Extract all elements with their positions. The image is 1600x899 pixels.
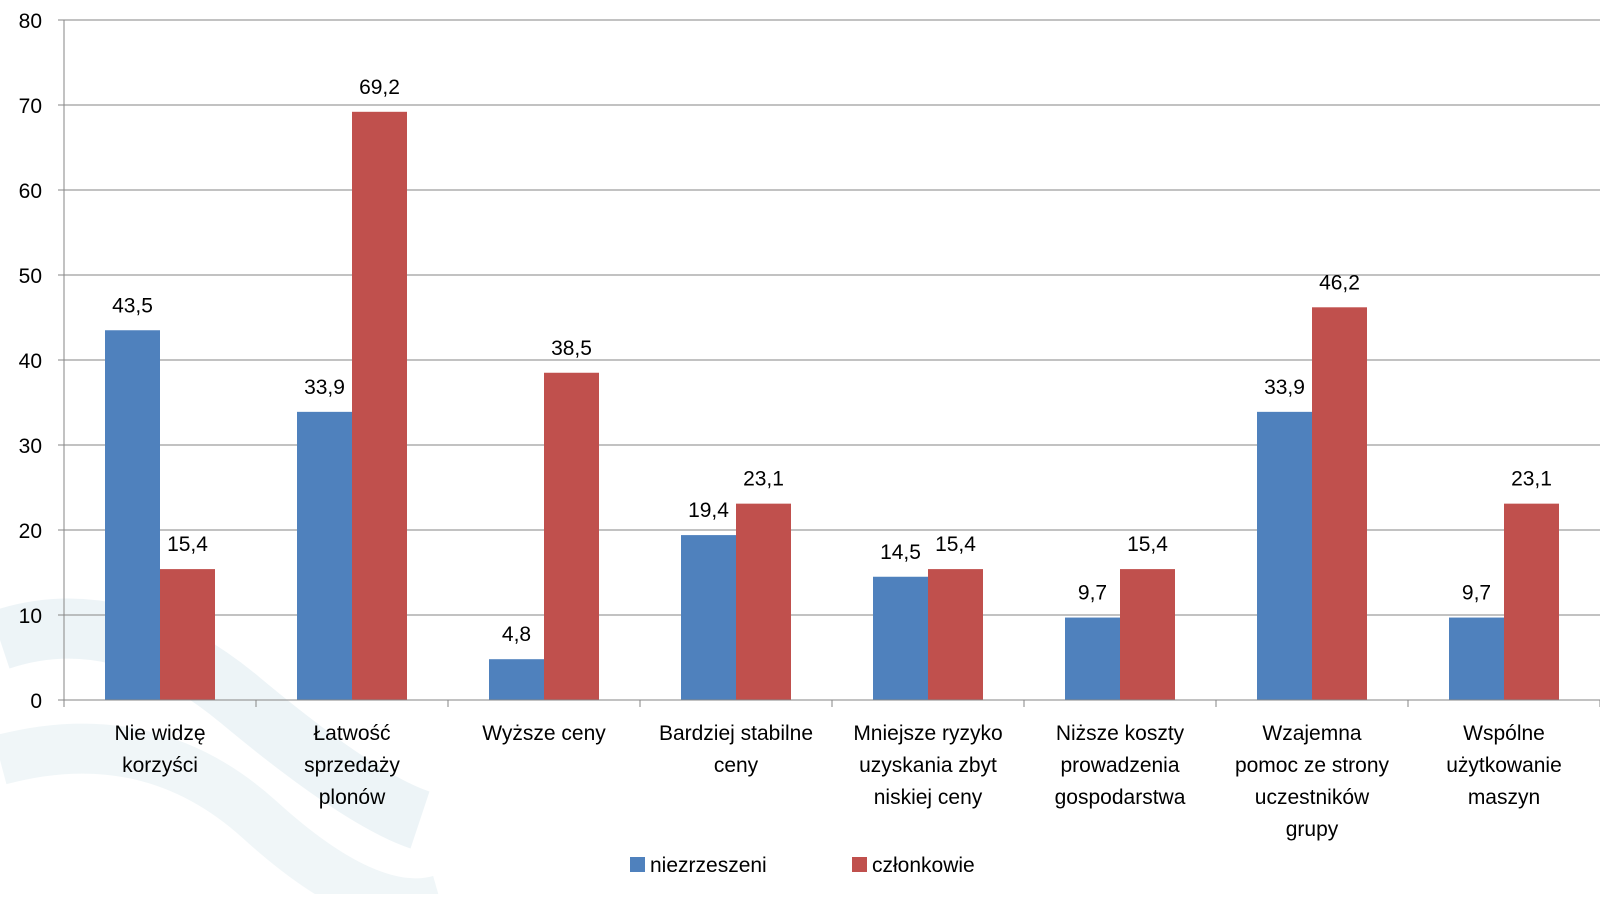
category-label-line: grupy xyxy=(1286,818,1339,841)
y-tick-label: 80 xyxy=(19,10,42,33)
data-label: 38,5 xyxy=(551,337,592,360)
y-tick-label: 50 xyxy=(19,265,42,288)
category-label: Wyższe ceny xyxy=(482,722,606,745)
category-label-line: korzyści xyxy=(122,754,198,777)
y-tick-label: 60 xyxy=(19,180,42,203)
data-label: 69,2 xyxy=(359,76,400,99)
category-label-line: Nie widzę xyxy=(114,722,205,745)
data-label: 43,5 xyxy=(112,294,153,317)
category-label-line: sprzedaży xyxy=(304,754,400,777)
category-label-line: Bardziej stabilne xyxy=(659,722,813,745)
y-tick-label: 70 xyxy=(19,95,42,118)
category-label-line: prowadzenia xyxy=(1060,754,1179,777)
bar-niezrzeszeni xyxy=(105,330,160,700)
gridlines xyxy=(58,19,1600,701)
bar-niezrzeszeni xyxy=(489,659,544,700)
data-label: 15,4 xyxy=(1127,533,1168,556)
bar-niezrzeszeni xyxy=(873,576,928,700)
bar-niezrzeszeni xyxy=(681,535,736,700)
bar-niezrzeszeni xyxy=(297,411,352,700)
category-label-line: uzyskania zbyt xyxy=(859,754,997,777)
data-label: 23,1 xyxy=(1511,468,1552,491)
watermark-stroke xyxy=(0,723,440,899)
category-label-line: Wspólne xyxy=(1463,722,1545,745)
category-label-line: Niższe koszty xyxy=(1056,722,1185,745)
legend-label: niezrzeszeni xyxy=(650,854,767,877)
y-tick-label: 20 xyxy=(19,520,42,543)
category-label: Bardziej stabilne ceny xyxy=(659,722,813,777)
axes xyxy=(63,20,1600,707)
y-axis-tick-labels: 0 10 20 30 40 50 60 70 80 xyxy=(19,10,42,713)
category-label-line: maszyn xyxy=(1468,786,1540,809)
y-tick-label: 10 xyxy=(19,605,42,628)
y-tick-label: 30 xyxy=(19,435,42,458)
y-tick-label: 40 xyxy=(19,350,42,373)
bar-członkowie xyxy=(1504,503,1559,700)
x-axis-category-labels: Nie widzę korzyści Łatwość sprzedaży plonów W… xyxy=(114,722,1561,841)
bar-członkowie xyxy=(736,503,791,700)
data-label: 14,5 xyxy=(880,541,921,564)
legend-swatch-niezrzeszeni xyxy=(630,857,645,872)
category-label-line: uczestników xyxy=(1255,786,1370,809)
category-label-line: Wzajemna xyxy=(1262,722,1362,745)
bars: 43,5 33,9 4,8 19,4 14,5 9,7 33,9 9,7 15,4 69,2 38,… xyxy=(105,76,1559,701)
data-label: 46,2 xyxy=(1319,271,1360,294)
data-label: 19,4 xyxy=(688,499,729,522)
category-label-line: gospodarstwa xyxy=(1055,786,1186,809)
data-label: 9,7 xyxy=(1078,582,1107,605)
bar-członkowie xyxy=(1312,307,1367,700)
bar-niezrzeszeni xyxy=(1065,617,1120,700)
category-label-line: ceny xyxy=(714,754,759,777)
category-label: Łatwość sprzedaży plonów xyxy=(304,722,400,809)
data-label: 33,9 xyxy=(304,376,345,399)
category-label-line: niskiej ceny xyxy=(874,786,983,809)
category-label-line: Łatwość xyxy=(313,722,390,745)
category-label-line: użytkowanie xyxy=(1446,754,1562,777)
data-label: 33,9 xyxy=(1264,376,1305,399)
category-label: Wspólne użytkowanie maszyn xyxy=(1446,722,1562,809)
bar-niezrzeszeni xyxy=(1449,617,1504,700)
legend: niezrzeszeni członkowie xyxy=(630,854,975,877)
bar-członkowie xyxy=(160,569,215,700)
bar-członkowie xyxy=(544,372,599,700)
category-label-line: pomoc ze strony xyxy=(1235,754,1390,777)
data-label: 15,4 xyxy=(935,533,976,556)
data-label: 23,1 xyxy=(743,468,784,491)
category-label: Mniejsze ryzyko uzyskania zbyt niskiej cen… xyxy=(853,722,1002,809)
category-label: Nie widzę korzyści xyxy=(114,722,205,777)
y-tick-label: 0 xyxy=(30,690,42,713)
data-label: 4,8 xyxy=(502,623,531,646)
data-label: 9,7 xyxy=(1462,582,1491,605)
category-label-line: Wyższe ceny xyxy=(482,722,606,745)
legend-swatch-członkowie xyxy=(852,857,867,872)
category-label-line: plonów xyxy=(319,786,386,809)
bar-niezrzeszeni xyxy=(1257,411,1312,700)
category-label-line: Mniejsze ryzyko xyxy=(853,722,1002,745)
legend-label: członkowie xyxy=(872,854,975,877)
bar-członkowie xyxy=(1120,569,1175,700)
category-label: Wzajemna pomoc ze strony uczestników grupy xyxy=(1235,722,1390,841)
bar-członkowie xyxy=(928,569,983,700)
data-label: 15,4 xyxy=(167,533,208,556)
bar-członkowie xyxy=(352,111,407,701)
category-label: Niższe koszty prowadzenia gospodarstwa xyxy=(1055,722,1186,809)
